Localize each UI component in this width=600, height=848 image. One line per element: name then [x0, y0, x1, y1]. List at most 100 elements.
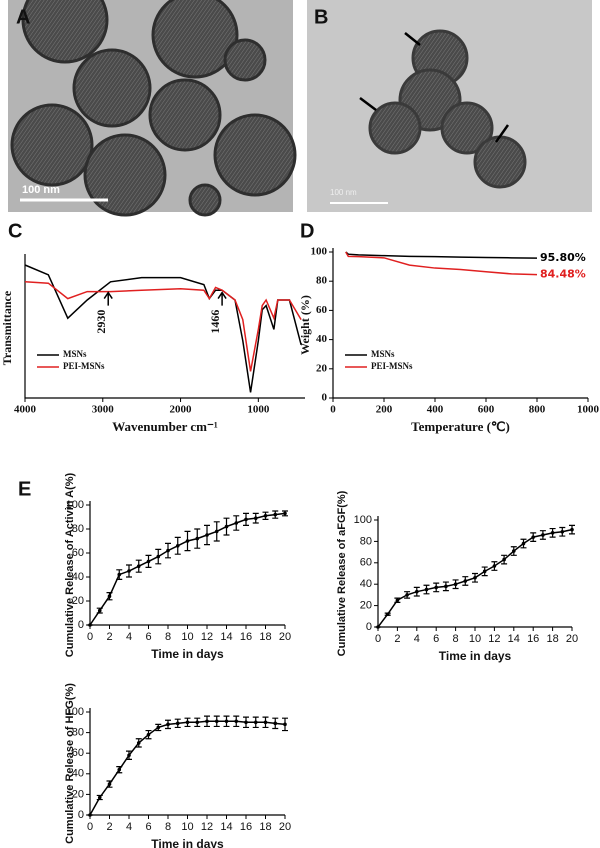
x-axis-label: Temperature (℃): [411, 419, 510, 434]
annotation: 2930: [94, 310, 108, 334]
series-line: [24, 264, 302, 393]
y-tick-label: 100: [66, 706, 84, 718]
data-point: [273, 721, 278, 726]
y-tick-label: 20: [316, 362, 328, 374]
y-tick-label: 60: [72, 747, 84, 759]
data-point: [482, 569, 487, 574]
data-point: [234, 719, 239, 724]
legend-label: MSNs: [63, 349, 87, 359]
panel-label: E: [18, 478, 31, 500]
data-point: [88, 813, 92, 817]
x-tick-label: 8: [453, 633, 459, 645]
x-tick-label: 12: [488, 633, 500, 645]
x-tick-label: 0: [87, 821, 93, 833]
data-point: [224, 524, 229, 529]
panel-label: C: [8, 220, 22, 242]
y-tick-label: 20: [72, 788, 84, 800]
data-point: [195, 720, 200, 725]
data-point: [244, 517, 248, 522]
y-axis-label: Cumulative Release of Activin A(%): [64, 472, 76, 657]
data-point: [175, 721, 180, 726]
data-point: [107, 594, 112, 598]
data-point: [97, 795, 102, 800]
data-point: [283, 722, 287, 727]
data-point: [214, 719, 219, 724]
x-tick-label: 200: [376, 404, 393, 416]
data-point: [531, 535, 535, 539]
data-point: [253, 516, 258, 520]
y-tick-label: 100: [311, 246, 328, 258]
series-line: [345, 251, 538, 276]
x-axis-label: Time in days: [151, 647, 224, 661]
data-point: [253, 720, 258, 725]
y-axis-label: Cumulative Release of aFGF(%): [336, 490, 348, 656]
data-point: [224, 719, 229, 724]
x-tick-label: 10: [181, 631, 193, 643]
x-axis-label: Time in days: [439, 649, 512, 663]
panel-label: B: [314, 6, 328, 28]
chart: 0 2 4 6 8 10 12 14 16 18 20 0 20 40 60 80 100 Time in day…: [64, 472, 291, 661]
series-line: [345, 251, 538, 259]
data-point: [395, 598, 400, 603]
data-point: [244, 720, 248, 725]
chart: 0 2 4 6 8 10 12 14 16 18 20 0 20 40 60 80 100 Time in day…: [64, 683, 291, 848]
y-tick-label: 80: [360, 535, 372, 547]
chart: 0 2 4 6 8 10 12 14 16 18 20 0 20 40 60 80 100 Time in day…: [336, 490, 578, 663]
data-point: [175, 544, 180, 548]
data-point: [136, 564, 141, 568]
data-point: [405, 593, 409, 597]
data-point: [166, 548, 170, 553]
data-point: [453, 582, 458, 586]
data-point: [166, 722, 170, 727]
x-tick-label: 2: [394, 633, 400, 645]
x-tick-label: 10: [181, 821, 193, 833]
value-label: 84.48%: [540, 268, 586, 281]
annotation-arrow: [103, 291, 113, 306]
series-line: [24, 281, 302, 372]
data-point: [550, 531, 555, 535]
y-tick-label: 80: [72, 523, 84, 535]
x-tick-label: 800: [529, 404, 546, 416]
axes: [24, 254, 305, 399]
y-tick-label: 40: [72, 571, 84, 583]
data-point: [263, 514, 268, 518]
x-tick-label: 0: [375, 633, 381, 645]
tem-image-b: [307, 0, 592, 212]
x-tick-label: 20: [279, 631, 291, 643]
data-point: [521, 541, 526, 546]
x-tick-label: 2000: [170, 404, 193, 416]
x-tick-label: 16: [240, 631, 252, 643]
data-point: [424, 587, 429, 592]
data-point: [570, 527, 574, 532]
legend-label: PEI-MSNs: [371, 361, 413, 371]
x-tick-label: 10: [469, 633, 481, 645]
tem-image-a: [8, 0, 297, 217]
x-tick-label: 6: [145, 821, 151, 833]
y-tick-label: 0: [78, 619, 84, 631]
x-tick-label: 14: [508, 633, 520, 645]
y-tick-label: 60: [72, 547, 84, 559]
data-point: [146, 732, 151, 737]
x-tick-label: 18: [259, 631, 271, 643]
x-tick-label: 4: [126, 631, 132, 643]
x-tick-label: 4: [126, 821, 132, 833]
y-tick-label: 0: [78, 809, 84, 821]
data-point: [195, 536, 200, 541]
data-point: [415, 589, 419, 594]
x-tick-label: 6: [433, 633, 439, 645]
x-tick-label: 0: [330, 404, 336, 416]
value-label: 95.80%: [540, 251, 586, 264]
data-point: [185, 539, 190, 543]
x-tick-label: 18: [259, 821, 271, 833]
x-tick-label: 3000: [92, 404, 115, 416]
panel-label: D: [300, 220, 314, 242]
x-tick-label: 4: [414, 633, 420, 645]
data-point: [541, 533, 545, 537]
data-point: [444, 584, 448, 589]
data-point: [156, 554, 161, 559]
y-tick-label: 0: [366, 621, 372, 633]
data-point: [234, 521, 239, 525]
x-tick-label: 16: [527, 633, 539, 645]
data-point: [117, 767, 122, 772]
